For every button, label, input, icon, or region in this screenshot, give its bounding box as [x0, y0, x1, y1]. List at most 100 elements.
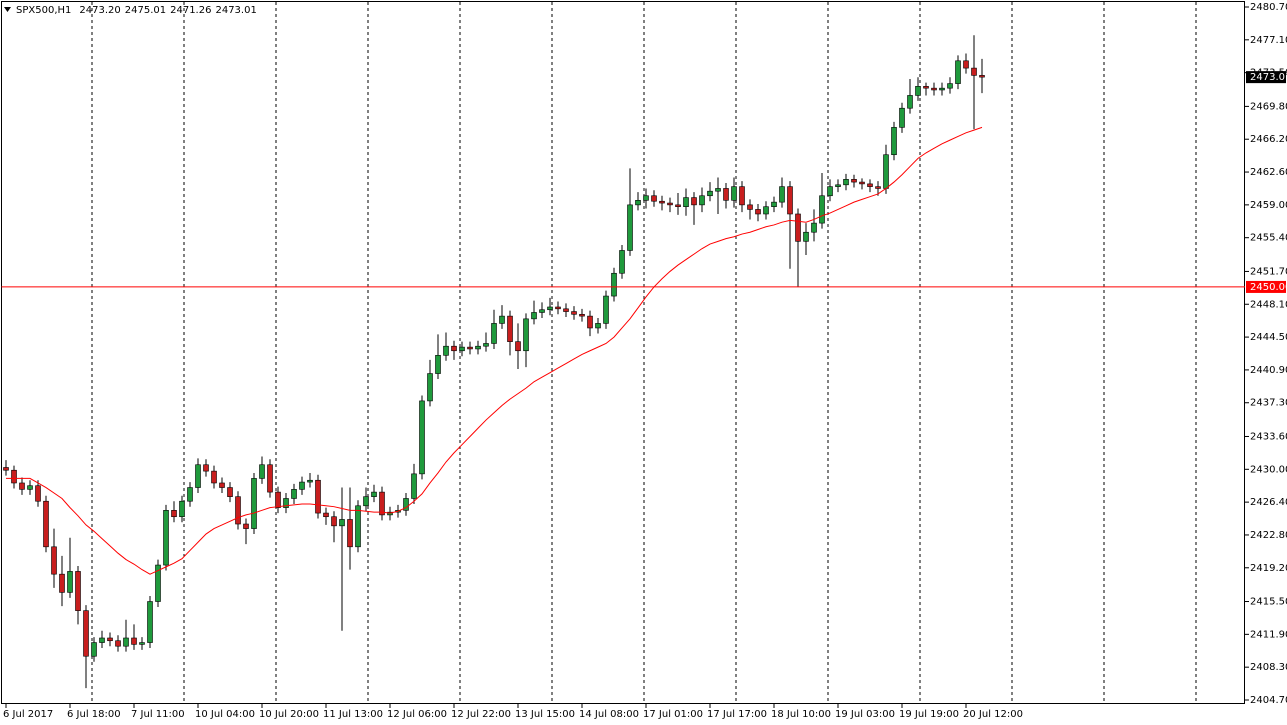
candle-body: [11, 469, 17, 484]
candle-body: [667, 202, 673, 206]
candle-body: [811, 222, 817, 233]
candle-body: [979, 75, 985, 78]
y-tick-label: 2477.10: [1250, 35, 1287, 46]
candle-body: [123, 637, 129, 647]
candle-body: [203, 464, 209, 472]
candle-body: [171, 510, 177, 518]
level-label: 2450.00: [1250, 282, 1287, 293]
candle-body: [339, 519, 345, 527]
candle-body: [283, 498, 289, 508]
candle-body: [755, 209, 761, 215]
header-close: 2473.01: [215, 5, 256, 16]
candle-body: [603, 295, 609, 324]
plot-border: [1, 1, 1245, 704]
candle-body: [627, 204, 633, 251]
candle-body: [307, 479, 313, 483]
candle-body: [971, 67, 977, 76]
candle-body: [363, 496, 369, 507]
y-tick-label: 2426.40: [1250, 497, 1287, 508]
candle-body: [259, 464, 265, 479]
header-high: 2475.01: [125, 5, 166, 16]
y-tick-label: 2466.20: [1250, 134, 1287, 145]
candle-body: [411, 473, 417, 499]
y-tick-label: 2444.50: [1250, 332, 1287, 343]
candle-body: [427, 373, 433, 402]
candle-body: [27, 485, 33, 490]
candle-body: [699, 195, 705, 206]
y-tick-label: 2415.50: [1250, 597, 1287, 608]
candle-body: [403, 498, 409, 511]
candle-body: [675, 204, 681, 207]
candle-body: [515, 341, 521, 352]
candle-body: [379, 491, 385, 516]
candle-body: [539, 309, 545, 313]
y-tick-label: 2437.30: [1250, 398, 1287, 409]
y-tick-label: 2408.30: [1250, 662, 1287, 673]
candle-body: [611, 272, 617, 297]
y-tick-label: 2440.90: [1250, 365, 1287, 376]
current-price-box: [1246, 71, 1286, 84]
candle-body: [875, 186, 881, 189]
candle-body: [827, 186, 833, 197]
candle-body: [659, 200, 665, 204]
candle-body: [571, 311, 577, 315]
y-tick-label: 2433.60: [1250, 431, 1287, 442]
candle-body: [91, 642, 97, 657]
candle-body: [643, 195, 649, 201]
candle-body: [155, 564, 161, 602]
header: SPX500,H1 2473.20 2475.01 2471.26 2473.01: [16, 5, 257, 16]
candle-body: [19, 482, 25, 490]
candle-body: [51, 546, 57, 575]
x-tick-label: 11 Jul 13:00: [323, 709, 383, 720]
candle-body: [139, 642, 145, 645]
candle-body: [923, 86, 929, 89]
candle-body: [963, 60, 969, 69]
x-tick-label: 20 Jul 12:00: [963, 709, 1023, 720]
candle-body: [787, 186, 793, 215]
y-tick-label: 2448.10: [1250, 299, 1287, 310]
y-tick-label: 2455.40: [1250, 233, 1287, 244]
y-tick-label: 2430.00: [1250, 464, 1287, 475]
candle-body: [131, 637, 137, 645]
candle-body: [251, 478, 257, 529]
candle-body: [587, 315, 593, 329]
candle-body: [227, 487, 233, 497]
candle-body: [763, 206, 769, 215]
candle-body: [595, 323, 601, 329]
candle-body: [443, 345, 449, 356]
candle-body: [619, 250, 625, 274]
candle-body: [939, 87, 945, 91]
candle-body: [899, 107, 905, 128]
candle-body: [683, 197, 689, 207]
candle-body: [195, 464, 201, 488]
candle-body: [475, 345, 481, 350]
candle-body: [499, 315, 505, 324]
level-label-box: [1246, 280, 1286, 293]
candle-body: [843, 179, 849, 186]
candle-body: [99, 637, 105, 643]
header-open: 2473.20: [79, 5, 120, 16]
x-tick-label: 7 Jul 11:00: [131, 709, 185, 720]
candle-body: [147, 601, 153, 643]
y-tick-label: 2419.20: [1250, 563, 1287, 574]
header-low: 2471.26: [170, 5, 211, 16]
x-tick-label: 17 Jul 17:00: [707, 709, 767, 720]
candle-body: [851, 179, 857, 183]
candle-body: [323, 512, 329, 518]
candle-body: [915, 86, 921, 96]
candle-body: [779, 186, 785, 203]
candle-body: [107, 637, 113, 642]
candle-body: [299, 481, 305, 490]
candle-body: [955, 60, 961, 84]
candle-body: [731, 186, 737, 201]
candle-body: [179, 500, 185, 518]
candle-body: [115, 640, 121, 647]
candle-body: [491, 323, 497, 344]
candle-body: [483, 343, 489, 347]
x-tick-label: 12 Jul 22:00: [451, 709, 511, 720]
grid: [91, 2, 1197, 703]
candle-body: [795, 213, 801, 242]
moving-average: [6, 126, 983, 575]
x-tick-label: 6 Jul 18:00: [67, 709, 121, 720]
y-tick-label: 2404.70: [1250, 695, 1287, 706]
